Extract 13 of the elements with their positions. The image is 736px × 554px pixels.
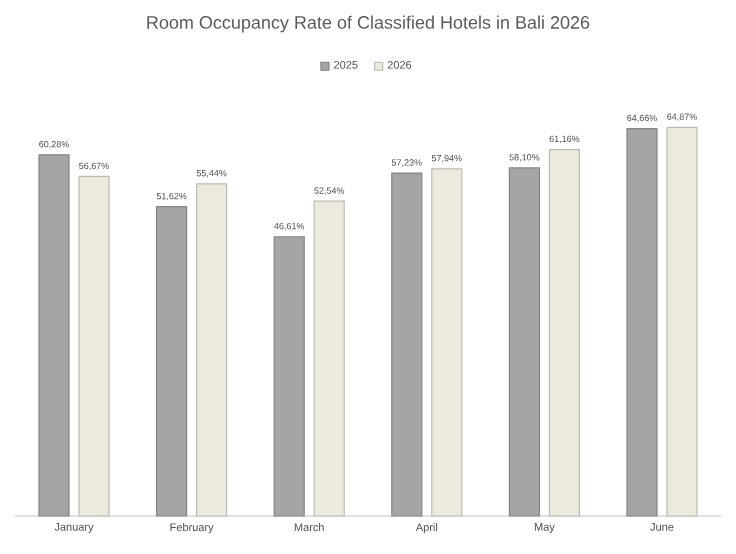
bar bbox=[626, 127, 658, 517]
bar bbox=[431, 168, 463, 517]
bar bbox=[508, 167, 540, 517]
bar bbox=[38, 154, 70, 517]
bar bbox=[313, 200, 345, 517]
bar bbox=[196, 183, 228, 517]
bar bbox=[391, 172, 423, 517]
bar bbox=[273, 236, 305, 517]
bar bbox=[78, 175, 110, 517]
chart-title: Room Occupancy Rate of Classified Hotels in Bali 2026 bbox=[147, 15, 590, 33]
bar bbox=[666, 126, 698, 517]
bar bbox=[156, 206, 188, 517]
bar bbox=[548, 148, 580, 517]
